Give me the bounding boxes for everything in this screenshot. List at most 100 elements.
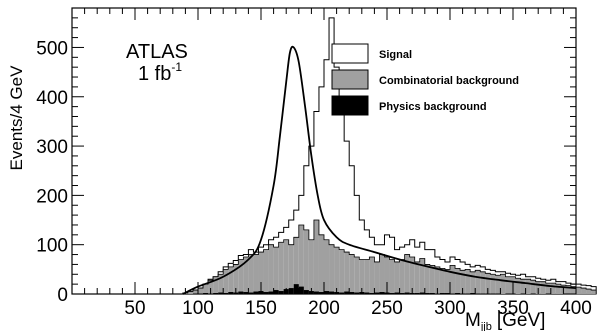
combinatorial-bin (339, 249, 345, 294)
physics-bin (339, 292, 345, 294)
combinatorial-bin (218, 274, 224, 294)
combinatorial-bin (535, 281, 541, 294)
y-tick-label: 100 (36, 236, 68, 257)
combinatorial-bin (374, 261, 380, 294)
combinatorial-bin (329, 244, 335, 294)
combinatorial-bin (278, 242, 284, 294)
legend-label-combinatorial: Combinatorial background (379, 75, 519, 87)
combinatorial-bin (268, 244, 274, 294)
physics-bin (248, 292, 254, 294)
combinatorial-bin (490, 274, 496, 294)
combinatorial-bin (475, 270, 481, 294)
axis-ticks (71, 7, 577, 295)
combinatorial-bin (591, 290, 597, 294)
x-tick-label: 50 (124, 298, 145, 319)
luminosity-value: 1 fb (138, 63, 171, 85)
x-tick-label: 100 (182, 298, 214, 319)
combinatorial-bin (404, 254, 410, 294)
x-axis-title-sub: jjb (480, 321, 492, 331)
physics-bin (318, 292, 324, 294)
x-tick-label: 150 (245, 298, 277, 319)
combinatorial-bin (450, 265, 456, 294)
physics-bin (344, 291, 350, 294)
combinatorial-bin (253, 254, 259, 294)
combinatorial-bin (505, 276, 511, 294)
combinatorial-bin (540, 281, 546, 294)
combinatorial-bin (258, 252, 264, 294)
combinatorial-bin (248, 254, 254, 294)
y-tick-label: 200 (36, 186, 68, 207)
physics-bin (324, 291, 330, 294)
physics-bin (238, 291, 244, 294)
combinatorial-bin (192, 290, 198, 294)
physics-bin (228, 292, 234, 294)
combinatorial-bin (324, 239, 330, 294)
physics-bin (349, 292, 355, 294)
legend: Signal Combinatorial background Physics … (331, 43, 519, 116)
combinatorial-bin (303, 229, 309, 294)
combinatorial-bin (228, 266, 234, 294)
combinatorial-bin (243, 257, 249, 294)
combinatorial-bin (263, 249, 269, 294)
legend-swatch-signal (331, 43, 369, 64)
physics-bin (364, 292, 370, 294)
physics-bin (424, 293, 430, 294)
combinatorial-bin (308, 239, 314, 294)
combinatorial-bin (424, 264, 430, 294)
combinatorial-bin (429, 265, 435, 294)
x-axis-title: Mjjb [GeV] (465, 310, 545, 331)
atlas-label: ATLAS (126, 41, 188, 63)
physics-bin (243, 292, 249, 294)
combinatorial-bin (369, 257, 375, 294)
physics-bin (429, 293, 435, 294)
physics-bin (329, 291, 335, 294)
combinatorial-bin (283, 239, 289, 294)
combinatorial-bin (470, 271, 476, 294)
combinatorial-bin (409, 257, 415, 294)
y-axis-title: Events/4 GeV (7, 65, 26, 171)
combinatorial-bin (520, 279, 526, 294)
physics-bin (444, 293, 450, 294)
combinatorial-bin (349, 254, 355, 294)
physics-bin (203, 293, 209, 294)
physics-bin (374, 292, 380, 294)
combinatorial-bin (555, 284, 561, 294)
physics-bin (298, 286, 304, 294)
physics-bin (313, 291, 319, 294)
combinatorial-bin (515, 278, 521, 294)
combinatorial-bin (586, 289, 592, 294)
combinatorial-bin (480, 271, 486, 294)
physics-bin (213, 293, 219, 294)
combinatorial-bin (545, 283, 551, 294)
combinatorial-bin (460, 270, 466, 294)
physics-bin (278, 291, 284, 294)
combinatorial-bin (530, 280, 536, 294)
combinatorial-bin (419, 258, 425, 294)
physics-bin (394, 292, 400, 294)
physics-bin (369, 293, 375, 294)
legend-swatch-physics (331, 95, 369, 116)
x-tick-label: 350 (497, 298, 529, 319)
combinatorial-bin (525, 279, 531, 294)
combinatorial-bin (389, 259, 395, 294)
x-tick-label: 300 (434, 298, 466, 319)
y-tick-label: 300 (36, 137, 68, 158)
combinatorial-bin (298, 224, 304, 294)
physics-bin (288, 288, 294, 294)
combinatorial-bin (354, 257, 360, 294)
x-axis-title-main: M (465, 310, 481, 331)
combinatorial-bin (414, 261, 420, 294)
physics-bin (404, 292, 410, 294)
physics-bin (470, 293, 476, 294)
physics-bin (419, 292, 425, 294)
combinatorial-bin (238, 259, 244, 294)
combinatorial-bin (500, 274, 506, 294)
combinatorial-bin (293, 237, 299, 294)
y-tick-label: 400 (36, 88, 68, 109)
combinatorial-bin (233, 264, 239, 294)
combinatorial-bin (576, 287, 582, 294)
combinatorial-bin (465, 269, 471, 294)
x-axis-title-unit: [GeV] (497, 310, 546, 331)
combinatorial-bin (455, 268, 461, 294)
